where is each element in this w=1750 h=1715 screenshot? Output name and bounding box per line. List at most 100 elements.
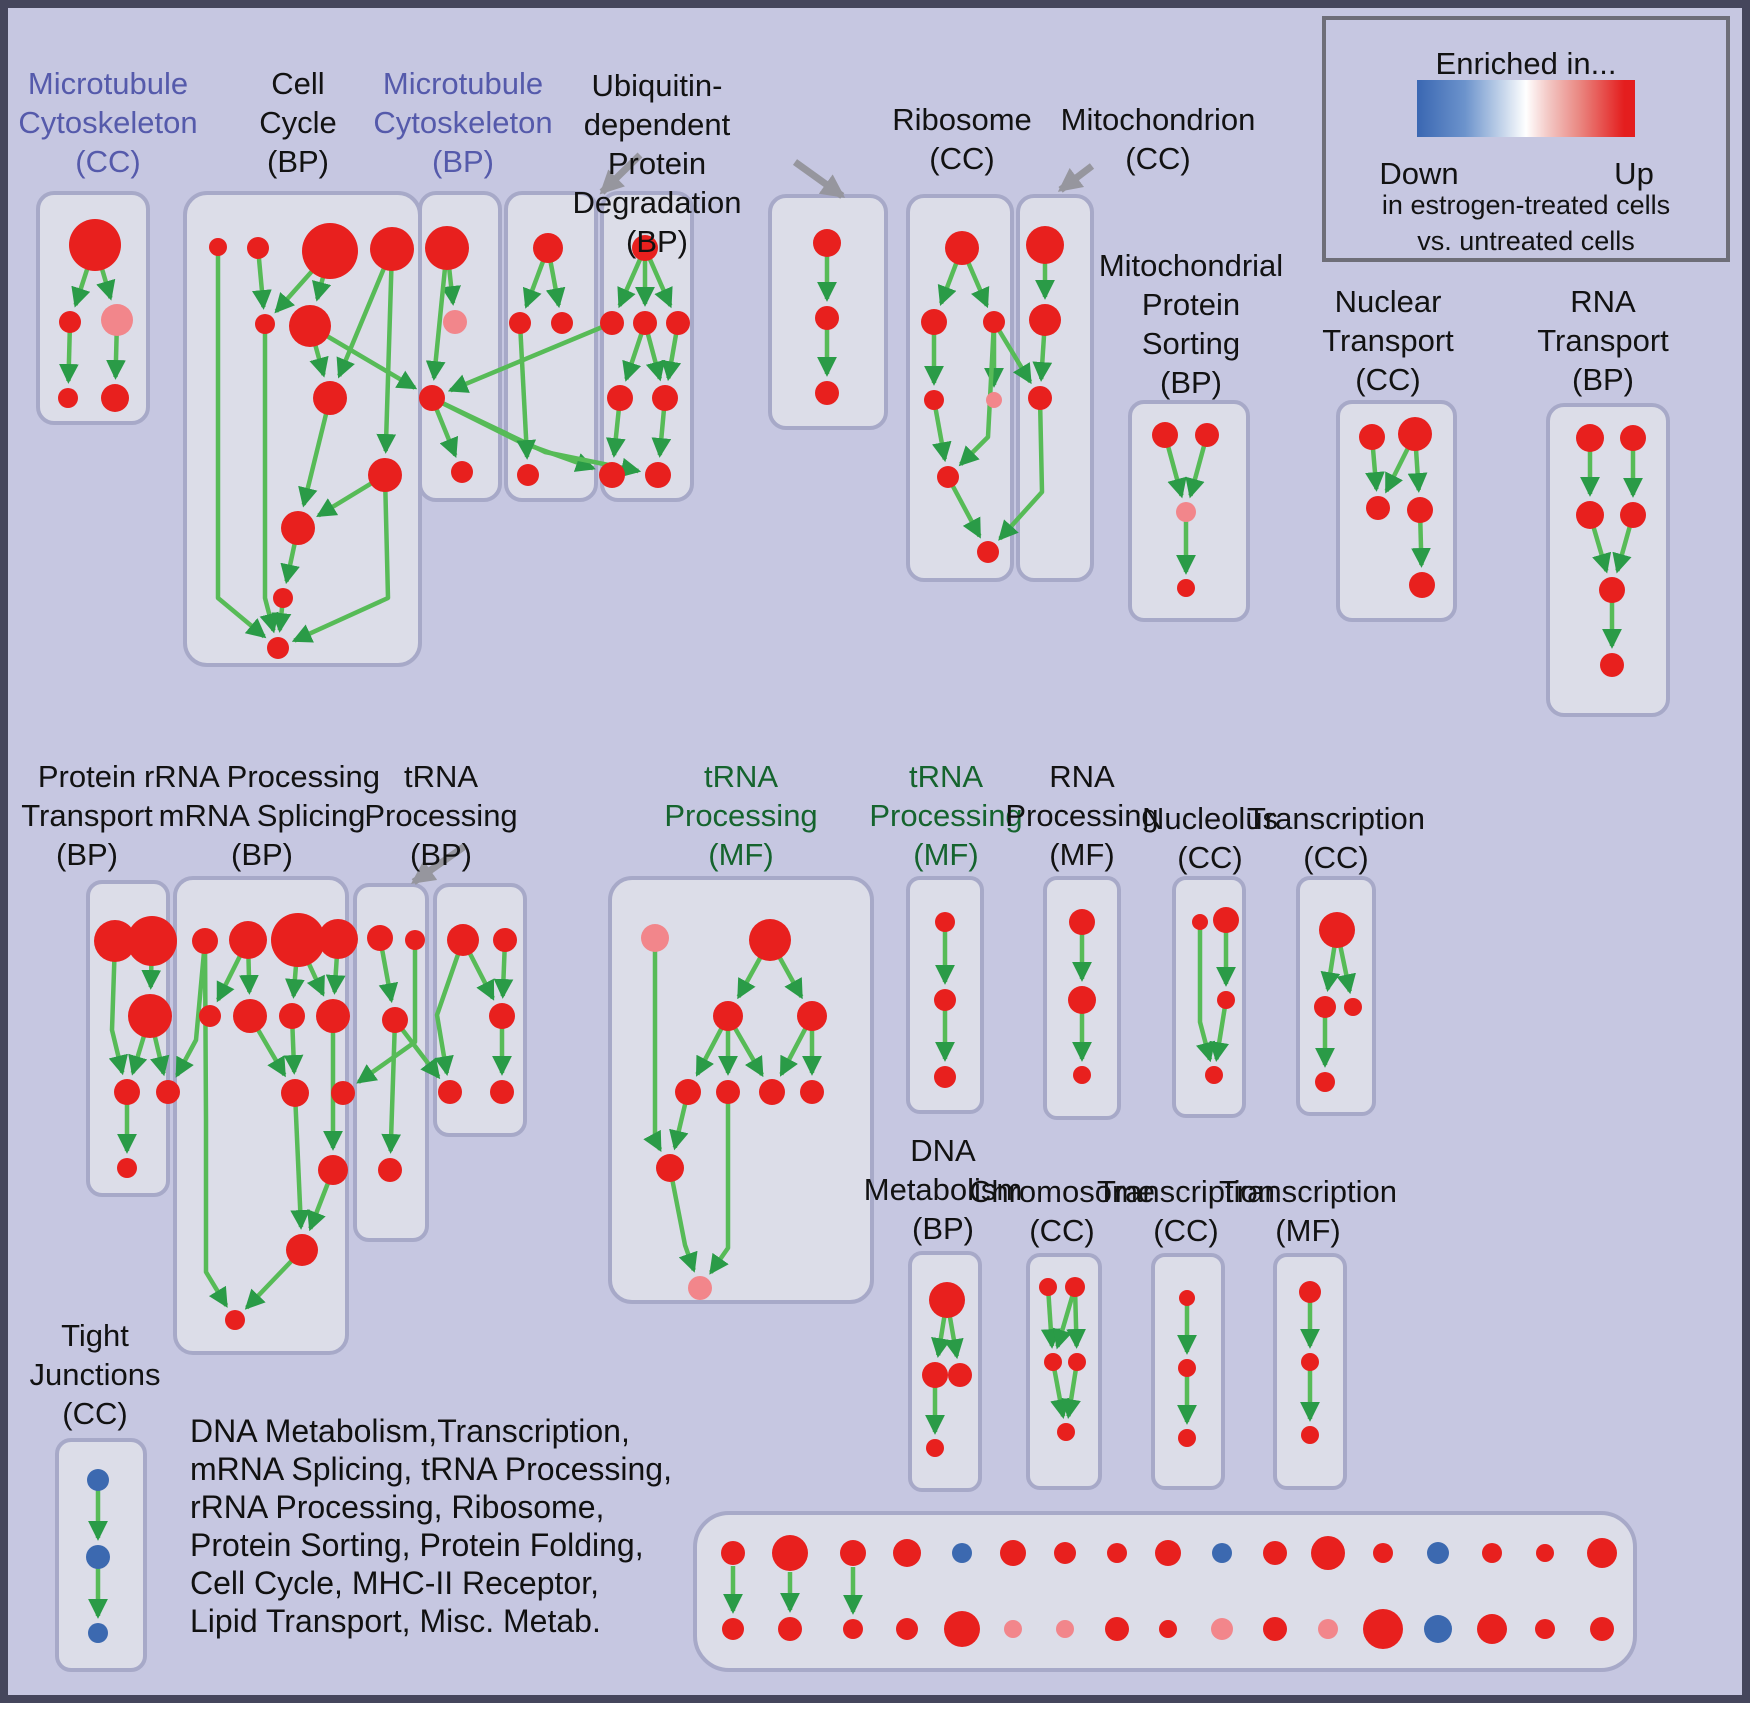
go-term-node-red [1314, 996, 1336, 1018]
go-term-node-red [1217, 991, 1235, 1009]
go-term-node-red [1600, 653, 1624, 677]
label-chromosome-cc: Chromosome (CC) [969, 1172, 1155, 1250]
strip-node-bottom-red [778, 1617, 802, 1641]
go-term-node-red [302, 223, 358, 279]
label-line: Mitochondrial [1098, 248, 1284, 283]
edge-arrow [958, 321, 997, 467]
go-term-node-red [367, 925, 393, 951]
go-term-node-red [656, 1154, 684, 1182]
go-term-node-red [58, 388, 78, 408]
go-term-node-red [800, 1080, 824, 1104]
label-line: (CC) [62, 1396, 128, 1432]
go-term-node-pink [101, 304, 133, 336]
label-line: RNA [1570, 284, 1636, 319]
go-term-node-red [1069, 909, 1095, 935]
label-line: (BP) [409, 837, 472, 873]
label-line: Ubiquitin- [591, 68, 723, 103]
go-term-node-red [600, 311, 624, 335]
go-term-node-red [273, 588, 293, 608]
go-term-node-red [101, 384, 129, 412]
strip-node-bottom-red [1263, 1617, 1287, 1641]
go-term-node-red [1029, 304, 1061, 336]
legend-down-label: Down [1379, 156, 1459, 191]
go-term-node-red [1344, 998, 1362, 1016]
go-term-node-red [1068, 986, 1096, 1014]
go-term-node-red [1359, 424, 1385, 450]
label-transcription-cc-1: Transcription (CC) [1247, 799, 1425, 877]
go-term-node-red [1301, 1426, 1319, 1444]
label-line: (BP) [231, 837, 293, 873]
footnote-line: rRNA Processing, Ribosome, [190, 1489, 605, 1525]
collapsed-groups-footnote: DNA Metabolism,Transcription, mRNA Splici… [190, 1412, 672, 1640]
go-term-node-red [934, 989, 956, 1011]
legend-gradient-bar [1417, 80, 1635, 137]
label-line: Chromosome [968, 1174, 1156, 1209]
edge-arrow [410, 843, 468, 885]
label-mt-cytoskeleton-cc: Microtubule Cytoskeleton (CC) [18, 64, 197, 181]
go-term-node-red [127, 916, 177, 966]
strip-node-bottom-red [1477, 1614, 1507, 1644]
edge-arrow [215, 247, 267, 639]
edge-arrow [1040, 1286, 1061, 1349]
label-line: (BP) [626, 224, 688, 260]
go-term-node-red [921, 309, 947, 335]
go-term-node-red [233, 999, 267, 1033]
go-term-node-red [1065, 1277, 1085, 1297]
label-line: Microtubule [27, 66, 189, 101]
label-line: Tight [61, 1318, 129, 1353]
go-term-node-red [945, 231, 979, 265]
label-line: Sorting [1141, 326, 1241, 362]
label-line: (BP) [266, 144, 329, 180]
go-term-node-red [815, 306, 839, 330]
go-term-node-red [633, 311, 657, 335]
legend-up-label: Up [1614, 156, 1654, 191]
go-term-node-red [924, 390, 944, 410]
label-trna-processing-bp: tRNA Processing (BP) [364, 757, 517, 874]
label-nucleolus-cc: Nucleolus (CC) [1142, 799, 1278, 877]
label-transcription-cc-2: Transcription (CC) [1097, 1172, 1275, 1250]
label-line: Protein [607, 146, 707, 182]
label-line: (MF) [1275, 1213, 1341, 1249]
go-term-node-red [1366, 496, 1390, 520]
go-term-node-red [490, 1080, 514, 1104]
label-line: Transport [1322, 323, 1454, 359]
label-line: (MF) [913, 837, 979, 873]
go-term-node-red [405, 930, 425, 950]
label-rna-transport-bp: RNA Transport (BP) [1537, 282, 1669, 399]
strip-node-top-red [1587, 1538, 1617, 1568]
go-term-node-red [94, 920, 136, 962]
edge-arrow [599, 152, 643, 195]
footnote-line: Cell Cycle, MHC-II Receptor, [190, 1565, 599, 1601]
label-line: Junctions [29, 1357, 161, 1393]
label-line: (BP) [55, 837, 118, 873]
strip-node-top-red [1054, 1542, 1076, 1564]
legend-subtitle-2: vs. untreated cells [1417, 226, 1635, 256]
label-line: Protein [37, 759, 137, 794]
go-term-node-red [247, 237, 269, 259]
label-mt-cytoskeleton-bp: Microtubule Cytoskeleton (BP) [373, 64, 552, 181]
label-line: Cytoskeleton [18, 105, 198, 141]
legend-title: Enriched in... [1435, 46, 1617, 81]
go-term-node-red [533, 233, 563, 263]
label-line: Protein [1141, 287, 1241, 323]
edge-arrow [792, 159, 846, 199]
strip-node-bottom-red [1105, 1617, 1129, 1641]
label-mito-protein-sorting-bp: Mitochondrial Protein Sorting (BP) [1099, 246, 1283, 402]
go-term-node-red [489, 1003, 515, 1029]
label-ubiquitin-degradation-bp: Ubiquitin-dependent Protein Degradation (BP… [573, 66, 742, 261]
strip-node-bottom-red [896, 1618, 918, 1640]
go-term-node-red [607, 385, 633, 411]
footnote-line: Lipid Transport, Misc. Metab. [190, 1603, 601, 1639]
strip-node-top-red [1263, 1541, 1287, 1565]
go-term-node-red [1319, 912, 1355, 948]
go-term-node-red [209, 238, 227, 256]
go-term-node-red [1057, 1423, 1075, 1441]
label-rna-processing-mf: RNA Processing (MF) [1005, 757, 1158, 874]
label-transcription-mf: Transcription (MF) [1219, 1172, 1397, 1250]
edge-arrow [376, 248, 397, 454]
label-line: Processing [1005, 798, 1159, 834]
go-term-node-red [632, 235, 658, 261]
edge-arrow [381, 1019, 402, 1154]
footnote-line: mRNA Splicing, tRNA Processing, [190, 1451, 672, 1487]
go-term-node-red [370, 227, 414, 271]
